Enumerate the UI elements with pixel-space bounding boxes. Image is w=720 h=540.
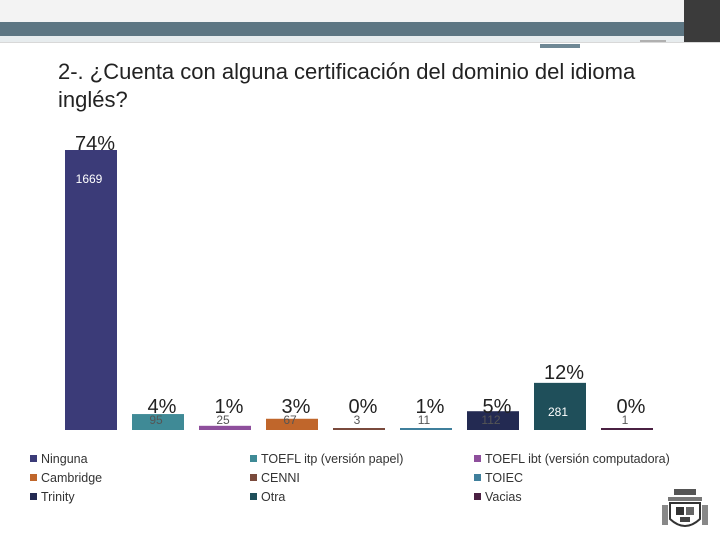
- legend-label: Trinity: [41, 490, 75, 504]
- bar-count-label: 1: [622, 413, 629, 427]
- slide-title: 2-. ¿Cuenta con alguna certificación del…: [58, 59, 636, 112]
- legend-item-toefl-itp: TOEFL itp (versión papel): [250, 450, 403, 468]
- legend-label: CENNI: [261, 471, 300, 485]
- bar-percent-label: 3%: [282, 396, 311, 418]
- legend-swatch: [30, 493, 37, 501]
- bar-1: [65, 150, 117, 430]
- bar-count-label: 112: [481, 413, 500, 427]
- bar-percent-label: 4%: [148, 396, 177, 418]
- legend-label: Otra: [261, 490, 286, 504]
- legend-swatch: [250, 455, 257, 463]
- bar-percent-label: 12%: [544, 362, 584, 384]
- bar-8: [534, 382, 586, 430]
- legend-swatch: [474, 455, 481, 463]
- bar-7: [467, 411, 519, 430]
- legend-item-trinity: Trinity: [30, 488, 75, 506]
- bar-count-label: 25: [216, 413, 230, 427]
- bar-count-label: 11: [418, 413, 431, 427]
- bar-9: [601, 428, 653, 430]
- bar-percent-label: 0%: [617, 396, 646, 418]
- top-band-light: [0, 36, 720, 42]
- header-divider: [0, 42, 720, 43]
- title-accent-line: [640, 40, 666, 42]
- bar-percent-label: 1%: [215, 396, 244, 418]
- bar-percent-label: 74%: [75, 133, 115, 155]
- legend-label: Ninguna: [41, 452, 88, 466]
- legend-label: TOEFL ibt (versión computadora): [485, 452, 670, 466]
- legend-swatch: [250, 474, 257, 482]
- legend-label: TOIEC: [485, 471, 523, 485]
- chart-legend: Ninguna TOEFL itp (versión papel) TOEFL …: [0, 450, 720, 510]
- legend-item-otra: Otra: [250, 488, 285, 506]
- university-seal-icon: [662, 489, 708, 527]
- bar-count-label: 67: [283, 413, 297, 427]
- top-band: [0, 22, 720, 36]
- bar-5: [333, 428, 385, 430]
- legend-label: Cambridge: [41, 471, 103, 485]
- bar-6: [400, 428, 452, 430]
- bar-3: [199, 425, 251, 430]
- legend-item-cambridge: Cambridge: [30, 469, 102, 487]
- legend-swatch: [250, 493, 257, 501]
- legend-item-toefl-ibt: TOEFL ibt (versión computadora): [474, 450, 670, 468]
- legend-swatch: [30, 474, 37, 482]
- legend-swatch: [474, 493, 481, 501]
- legend-swatch: [474, 474, 481, 482]
- bar-percent-label: 5%: [483, 396, 512, 418]
- title-accent-bar: [540, 44, 580, 48]
- bar-percent-label: 0%: [349, 396, 378, 418]
- bar-count-label: 95: [149, 413, 163, 427]
- bar-2: [132, 414, 184, 430]
- legend-label: TOEFL itp (versión papel): [261, 452, 404, 466]
- legend-swatch: [30, 455, 37, 463]
- legend-item-cenni: CENNI: [250, 469, 300, 487]
- bar-percent-label: 1%: [416, 396, 445, 418]
- bar-count-label: 3: [354, 413, 361, 427]
- legend-label: Vacias: [485, 490, 522, 504]
- legend-item-toiec: TOIEC: [474, 469, 523, 487]
- top-corner-block: [684, 0, 720, 42]
- top-band-dark: [0, 0, 720, 22]
- bar-count-label: 281: [548, 405, 568, 419]
- bar-count-label: 1669: [76, 172, 103, 186]
- legend-item-ninguna: Ninguna: [30, 450, 88, 468]
- legend-item-vacias: Vacias: [474, 488, 522, 506]
- bar-4: [266, 418, 318, 430]
